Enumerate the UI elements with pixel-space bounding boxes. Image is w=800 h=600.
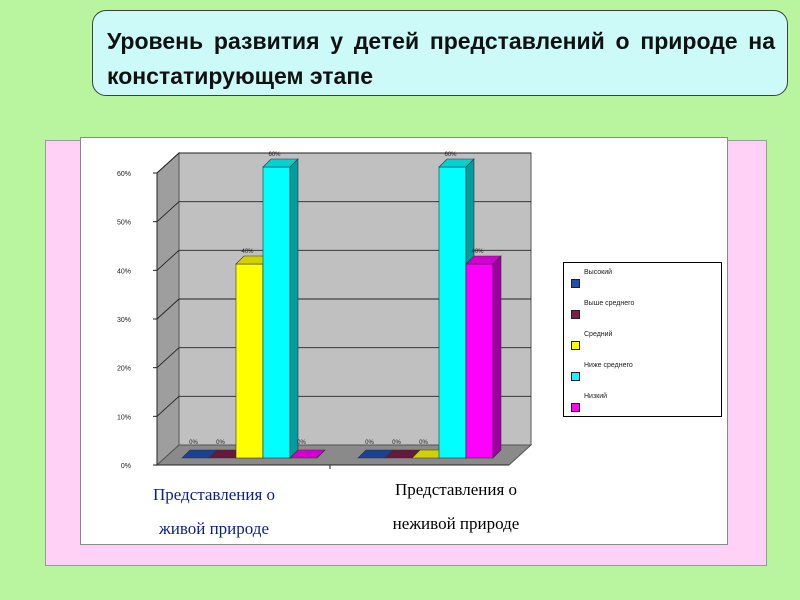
bar-average-front [235,263,264,459]
legend-item-below-average: Ниже среднего [564,360,721,391]
data-label: 0% [419,440,428,446]
legend-label-average: Средний [584,331,613,338]
legend-item-high: Высокий [564,267,721,298]
gridline [156,201,531,222]
y-tick-label: 30% [117,317,131,324]
bar-below-average-front [262,166,291,459]
legend-item-low: Низкий [564,391,721,422]
category-label-living-line-2: живой природе [158,519,269,538]
category-label-living: Представления о живой природе [124,478,304,546]
gridline [156,298,531,320]
legend-swatch-above-average [571,310,580,319]
legend-label-above-average: Выше среднего [584,300,635,307]
data-label: 0% [392,440,401,446]
title-box: Уровень развития у детей представлений о… [92,10,788,96]
legend-swatch-low [571,403,580,412]
data-label: 0% [189,440,198,446]
gridline [156,395,531,417]
legend-item-average: Средний [564,329,721,360]
bar-below-average-front [438,166,467,459]
data-label: 60% [268,152,281,158]
gridline [156,347,531,368]
y-tick-label: 50% [117,220,131,227]
y-tick-label: 40% [117,268,131,275]
category-label-nonliving-line-1: Представления о [394,480,518,499]
legend-swatch-below-average [571,372,580,381]
y-tick-label: 20% [117,366,131,373]
data-label: 0% [216,440,225,446]
data-label: 60% [444,152,457,158]
legend-swatch-high [571,279,580,288]
y-tick-label: 10% [117,414,131,421]
legend-item-above-average: Выше среднего [564,298,721,329]
y-tick-label: 0% [121,463,131,470]
data-label: 40% [241,249,254,255]
bar-low-side [492,255,502,459]
bar-low-side [316,449,326,459]
legend-swatch-average [571,341,580,350]
category-label-nonliving-line-2: неживой природе [392,514,520,533]
bar-below-average-side [289,158,299,459]
gridline [156,152,531,174]
legend-label-below-average: Ниже среднего [584,362,633,369]
category-label-nonliving: Представления о неживой природе [366,473,546,541]
legend-label-high: Высокий [584,269,613,276]
gridline [156,249,531,271]
legend-label-low: Низкий [584,393,608,400]
chart-legend: Высокий Выше среднего Средний Ниже средн… [563,262,722,417]
data-label: 0% [297,440,306,446]
slide-title: Уровень развития у детей представлений о… [107,28,775,89]
y-tick-label: 60% [117,171,131,178]
category-label-living-line-1: Представления о [152,485,276,504]
data-label: 0% [365,440,374,446]
data-label: 40% [471,249,484,255]
bar-low-front [465,263,494,459]
